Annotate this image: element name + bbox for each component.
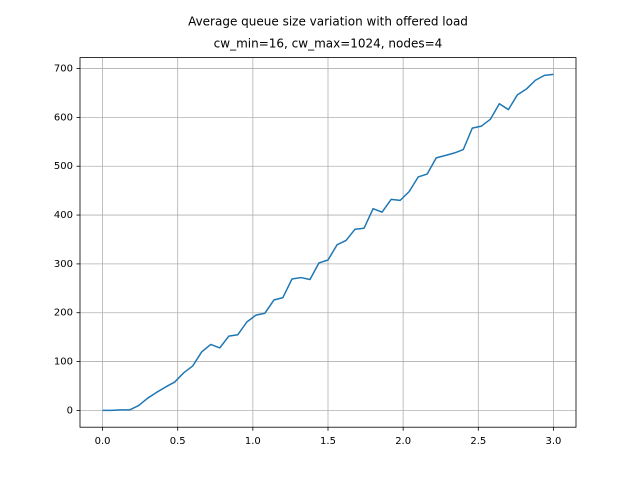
data-line	[102, 73, 554, 412]
y-tick-label: 100	[54, 357, 73, 368]
y-tick-label: 500	[54, 161, 73, 172]
x-tick-label: 2.5	[470, 436, 486, 447]
x-tick-label: 0.5	[170, 436, 186, 447]
x-tick-label: 0.0	[95, 436, 111, 447]
x-tick-label: 2.0	[395, 436, 411, 447]
plot-frame	[79, 57, 577, 428]
y-tick-label: 600	[54, 112, 73, 123]
x-tick-label: 1.0	[245, 436, 261, 447]
y-tick-label: 700	[54, 64, 73, 75]
chart-subtitle: cw_min=16, cw_max=1024, nodes=4	[214, 37, 443, 51]
x-tick-label: 3.0	[546, 436, 562, 447]
x-tick-label: 1.5	[320, 436, 336, 447]
chart-title: Average queue size variation with offere…	[188, 15, 468, 29]
y-tick-label: 400	[54, 210, 73, 221]
y-tick-label: 0	[67, 405, 73, 416]
y-tick-label: 300	[54, 259, 73, 270]
y-tick-label: 200	[54, 308, 73, 319]
